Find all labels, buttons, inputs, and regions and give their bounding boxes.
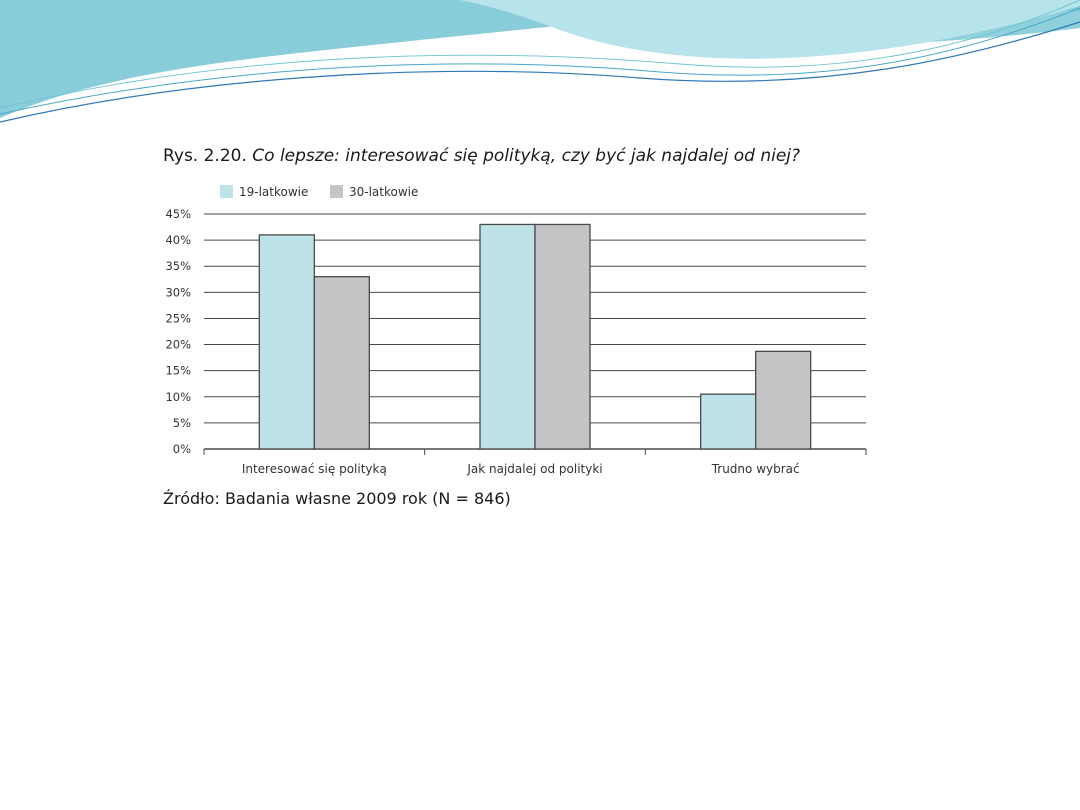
wave-band-light: [0, 0, 1080, 118]
x-category-label: Jak najdalej od polityki: [466, 462, 602, 476]
chart-legend: 19-latkowie 30-latkowie: [220, 185, 418, 199]
y-tick-label: 40%: [165, 233, 191, 247]
wave-line-1: [0, 21, 1080, 123]
bar-chart: 19-latkowie 30-latkowie 0% 5% 10% 15% 20% 25% 3…: [165, 185, 867, 476]
chart-figure: Rys. 2.20. Co lepsze: interesować się po…: [141, 132, 933, 520]
y-tick-label: 5%: [173, 416, 191, 430]
bar-19-latkowie: [479, 223, 536, 450]
bar-30-latkowie: [534, 223, 591, 450]
x-category-label: Interesować się polityką: [242, 462, 387, 476]
bar-30-latkowie: [755, 350, 812, 450]
y-tick-label: 45%: [165, 207, 191, 221]
bar-30-latkowie: [313, 276, 370, 450]
y-tick-label: 25%: [165, 311, 191, 325]
figure-number: Rys. 2.20.: [163, 146, 247, 166]
bar-19-latkowie: [258, 234, 315, 450]
figure-source: Źródło: Badania własne 2009 rok (N = 846…: [163, 489, 511, 508]
x-category-label: Trudno wybrać: [711, 462, 800, 476]
wave-band-pale: [460, 0, 1080, 59]
header-wave-decoration: [0, 0, 1080, 123]
bar-19-latkowie: [700, 393, 757, 450]
chart-bars: [258, 223, 812, 450]
y-tick-label: 20%: [165, 338, 191, 352]
wave-line-3: [0, 0, 1080, 109]
x-axis-labels: Interesować się polityką Jak najdalej od …: [242, 462, 800, 476]
y-tick-label: 10%: [165, 390, 191, 404]
legend-label: 30-latkowie: [349, 185, 418, 199]
y-tick-label: 0%: [173, 442, 191, 456]
legend-swatch: [330, 185, 343, 198]
legend-label: 19-latkowie: [239, 185, 308, 199]
wave-line-2: [0, 7, 1080, 115]
figure-question: Co lepsze: interesować się polityką, czy…: [252, 146, 801, 166]
legend-swatch: [220, 185, 233, 198]
y-tick-label: 15%: [165, 364, 191, 378]
y-tick-label: 35%: [165, 259, 191, 273]
y-tick-label: 30%: [165, 285, 191, 299]
figure-title: Rys. 2.20. Co lepsze: interesować się po…: [163, 146, 800, 166]
